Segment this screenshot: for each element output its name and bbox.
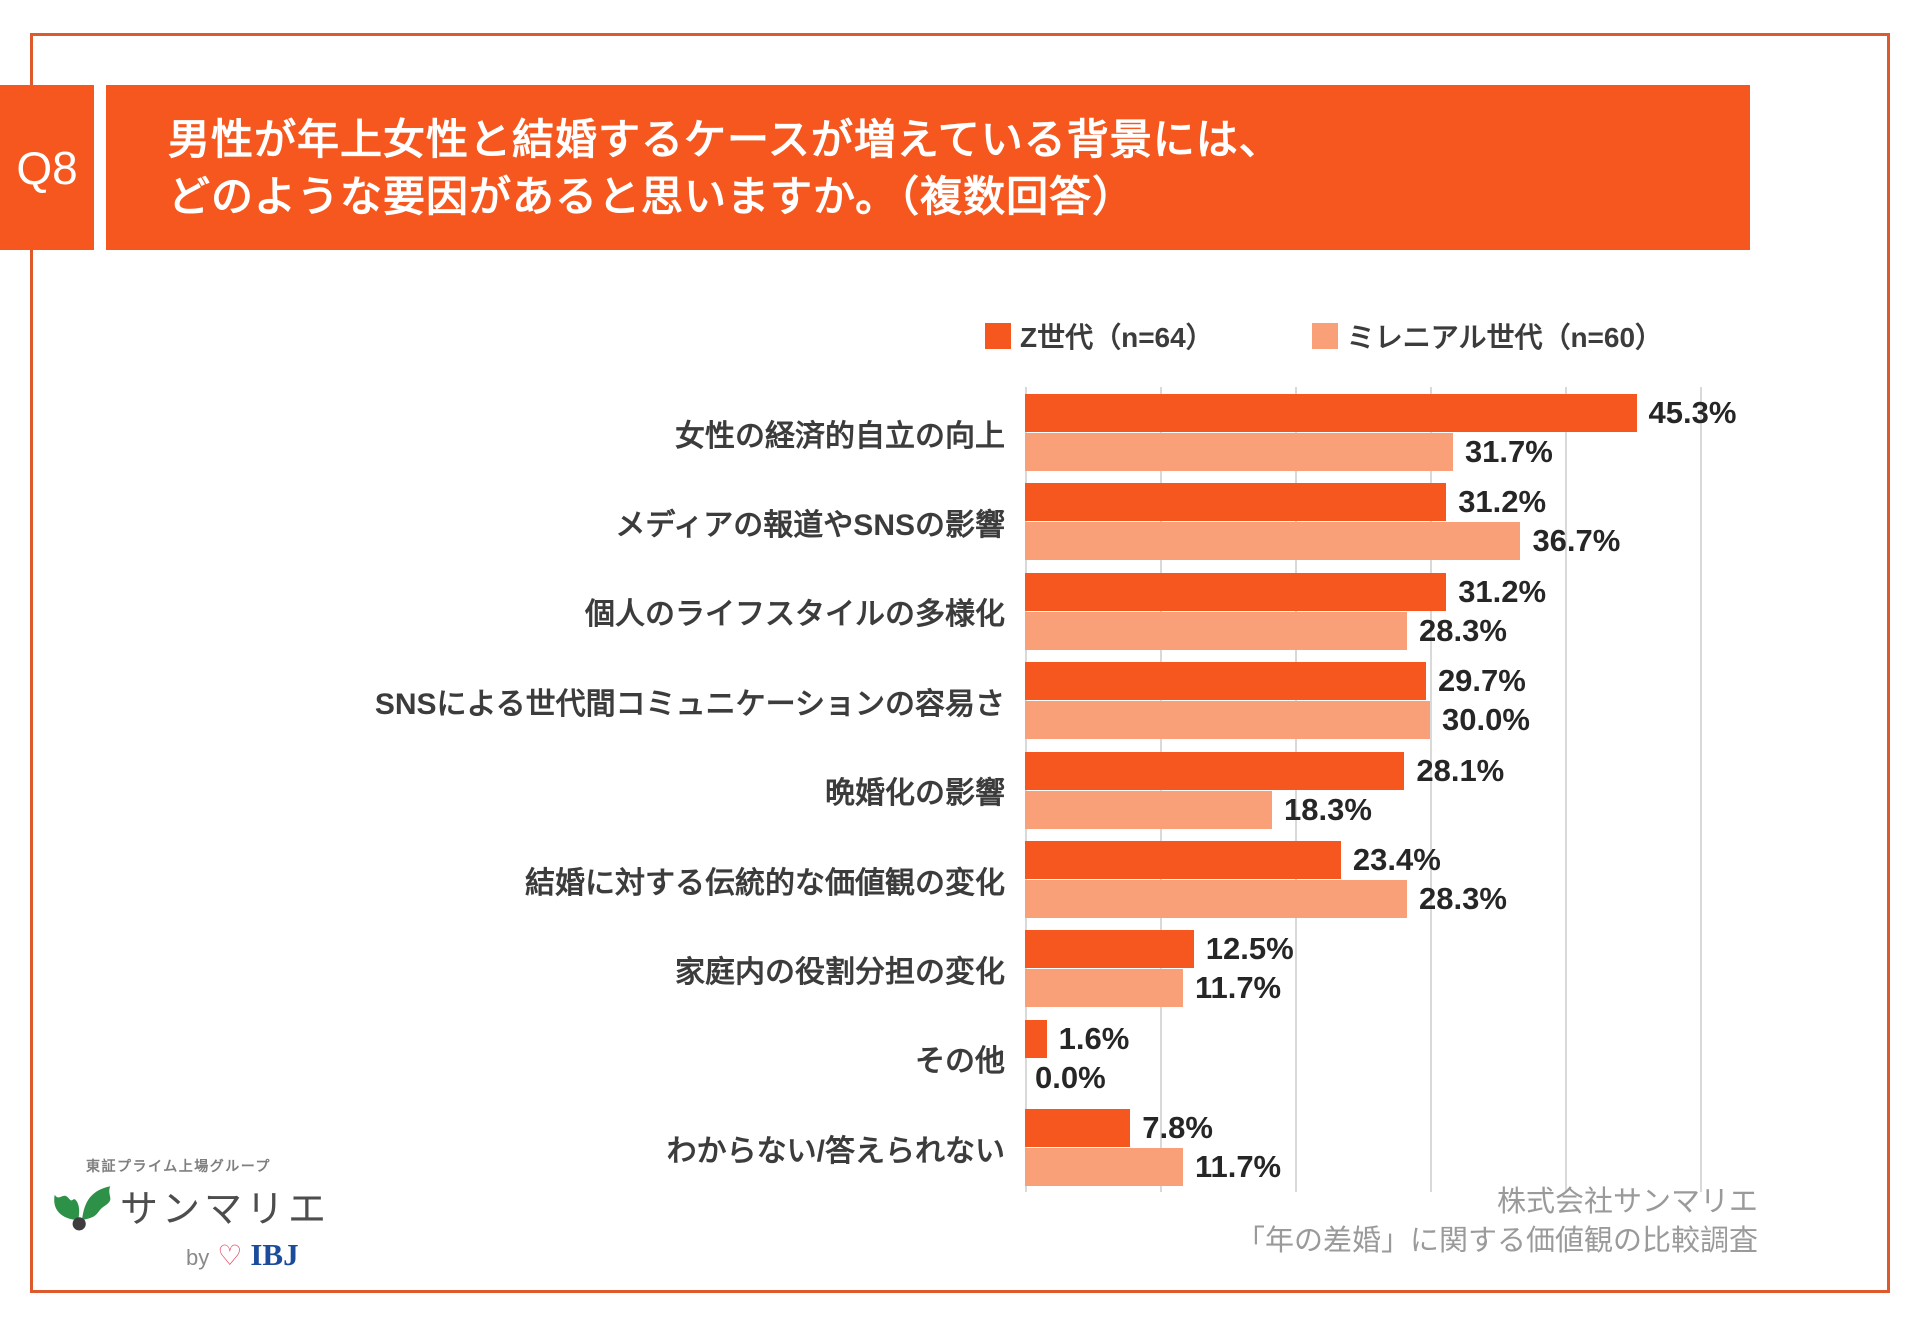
chart-legend: Z世代（n=64） ミレニアル世代（n=60）: [985, 316, 1663, 356]
question-title-bar: 男性が年上女性と結婚するケースが増えている背景には、 どのような要因があると思い…: [106, 85, 1750, 250]
bar-millennial: [1025, 1148, 1183, 1187]
value-label-millennial: 0.0%: [1035, 1059, 1106, 1095]
question-number: Q8: [16, 141, 78, 194]
value-label-zgen: 7.8%: [1142, 1110, 1213, 1146]
bar-zgen: [1025, 751, 1405, 790]
bar-millennial: [1025, 701, 1430, 740]
value-label-millennial: 30.0%: [1442, 702, 1530, 738]
source-note: 株式会社サンマリエ 「年の差婚」に関する価値観の比較調査: [1236, 1183, 1758, 1261]
question-badge: Q8: [0, 85, 94, 250]
value-label-millennial: 31.7%: [1464, 434, 1553, 469]
value-label-zgen: 29.7%: [1437, 663, 1526, 699]
category-label: SNSによる世代間コミュニケーションの容易さ: [374, 687, 1005, 721]
category-label: メディアの報道やSNSの影響: [615, 508, 1005, 542]
category-label: わからない/答えられない: [666, 1134, 1005, 1168]
legend-item-zgen: Z世代（n=64）: [985, 316, 1214, 356]
value-label-zgen: 31.2%: [1458, 573, 1547, 609]
bar-zgen: [1025, 394, 1637, 432]
legend-item-millennial: ミレニアル世代（n=60）: [1311, 316, 1664, 356]
sunmarie-logo: 東証プライム上場グループ サンマリエ by ♡ IBJ: [50, 1156, 330, 1273]
bar-zgen: [1025, 1019, 1047, 1058]
gridline: [1565, 387, 1567, 1192]
logo-group-text: 東証プライム上場グループ: [86, 1158, 271, 1174]
bar-millennial: [1025, 880, 1408, 918]
category-label: 晩婚化の影響: [825, 777, 1005, 811]
value-label-zgen: 28.1%: [1416, 752, 1505, 788]
bar-millennial: [1025, 611, 1408, 650]
category-label: 結婚に対する伝統的な価値観の変化: [525, 866, 1005, 900]
heart-outline-icon: ♡: [217, 1240, 243, 1271]
bar-millennial: [1025, 433, 1453, 471]
bar-zgen: [1025, 572, 1447, 611]
bar-millennial: [1025, 790, 1273, 829]
value-label-millennial: 11.7%: [1194, 970, 1282, 1006]
value-label-zgen: 12.5%: [1205, 931, 1294, 967]
category-label: 女性の経済的自立の向上: [675, 419, 1005, 453]
legend-label-zgen: Z世代（n=64）: [1020, 322, 1214, 353]
gridline: [1430, 387, 1432, 1192]
value-label-millennial: 11.7%: [1194, 1149, 1282, 1185]
logo-brand-text: サンマリエ: [119, 1189, 330, 1231]
logo-ibj-text: IBJ: [250, 1237, 299, 1272]
bar-millennial: [1025, 969, 1183, 1008]
bar-zgen: [1025, 930, 1194, 969]
value-label-millennial: 28.3%: [1419, 881, 1507, 916]
category-label: 家庭内の役割分担の変化: [675, 955, 1005, 989]
value-label-millennial: 36.7%: [1532, 523, 1621, 559]
category-label: 個人のライフスタイルの多様化: [585, 598, 1005, 632]
legend-swatch-millennial-icon: [1311, 323, 1338, 349]
value-label-zgen: 23.4%: [1352, 842, 1441, 877]
question-title-line2: どのような要因があると思いますか。（複数回答）: [168, 172, 1136, 220]
bar-millennial: [1025, 522, 1521, 561]
bar-zgen: [1025, 1109, 1131, 1148]
bar-zgen: [1025, 841, 1341, 879]
legend-swatch-zgen-icon: [985, 323, 1011, 349]
source-line2: 「年の差婚」に関する価値観の比較調査: [1235, 1225, 1758, 1257]
logo-by-text: by: [186, 1245, 210, 1270]
page-border: [30, 33, 1890, 1293]
bar-zgen: [1025, 662, 1426, 701]
gridline: [1700, 387, 1702, 1192]
value-label-zgen: 31.2%: [1458, 484, 1547, 520]
question-title-line1: 男性が年上女性と結婚するケースが増えている背景には、: [168, 115, 1282, 163]
value-label-zgen: 45.3%: [1648, 395, 1737, 430]
bar-zgen: [1025, 483, 1447, 522]
sunmarie-leaf-icon: [54, 1185, 111, 1230]
source-line1: 株式会社サンマリエ: [1496, 1186, 1758, 1218]
category-label: その他: [915, 1045, 1005, 1079]
legend-label-millennial: ミレニアル世代（n=60）: [1346, 322, 1664, 353]
value-label-millennial: 28.3%: [1419, 612, 1507, 648]
value-label-millennial: 18.3%: [1284, 791, 1372, 827]
value-label-zgen: 1.6%: [1058, 1020, 1130, 1056]
